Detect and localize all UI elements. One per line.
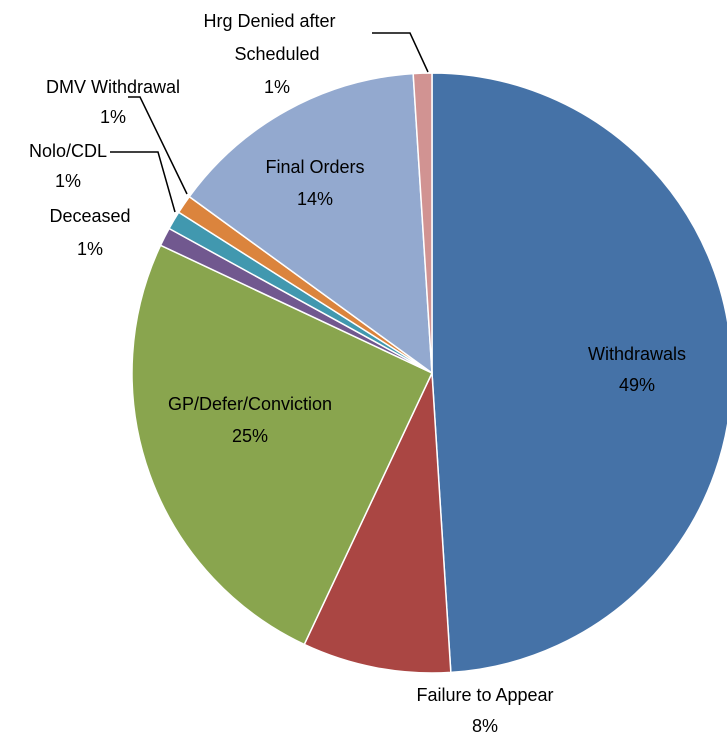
slice-value-label: 1% [77,239,103,259]
slice-value-label: 25% [232,426,268,446]
slice-label: Final Orders [265,157,364,177]
pie-slice [188,72,433,375]
slice-label: Hrg Denied after Scheduled [203,11,340,64]
slice-label: Deceased [49,206,130,226]
leader-line [128,96,188,195]
slice-label: Nolo/CDL [29,141,107,161]
slice-value-label: 1% [55,171,81,191]
leader-line [110,151,176,213]
pie-slice [303,372,452,674]
slice-label: DMV Withdrawal [46,77,180,97]
leader-line [372,32,429,73]
pie-slice [131,244,433,646]
pie-slice [412,72,433,374]
slice-value-label: 8% [472,716,498,736]
slice-label: Withdrawals [588,344,686,364]
pie-slice [431,72,727,674]
slice-value-label: 1% [100,107,126,127]
slice-label: GP/Defer/Conviction [168,394,332,414]
slice-value-label: 1% [264,77,290,97]
slice-value-label: 14% [297,189,333,209]
slice-value-label: 49% [619,375,655,395]
slice-label: Failure to Appear [416,685,553,705]
